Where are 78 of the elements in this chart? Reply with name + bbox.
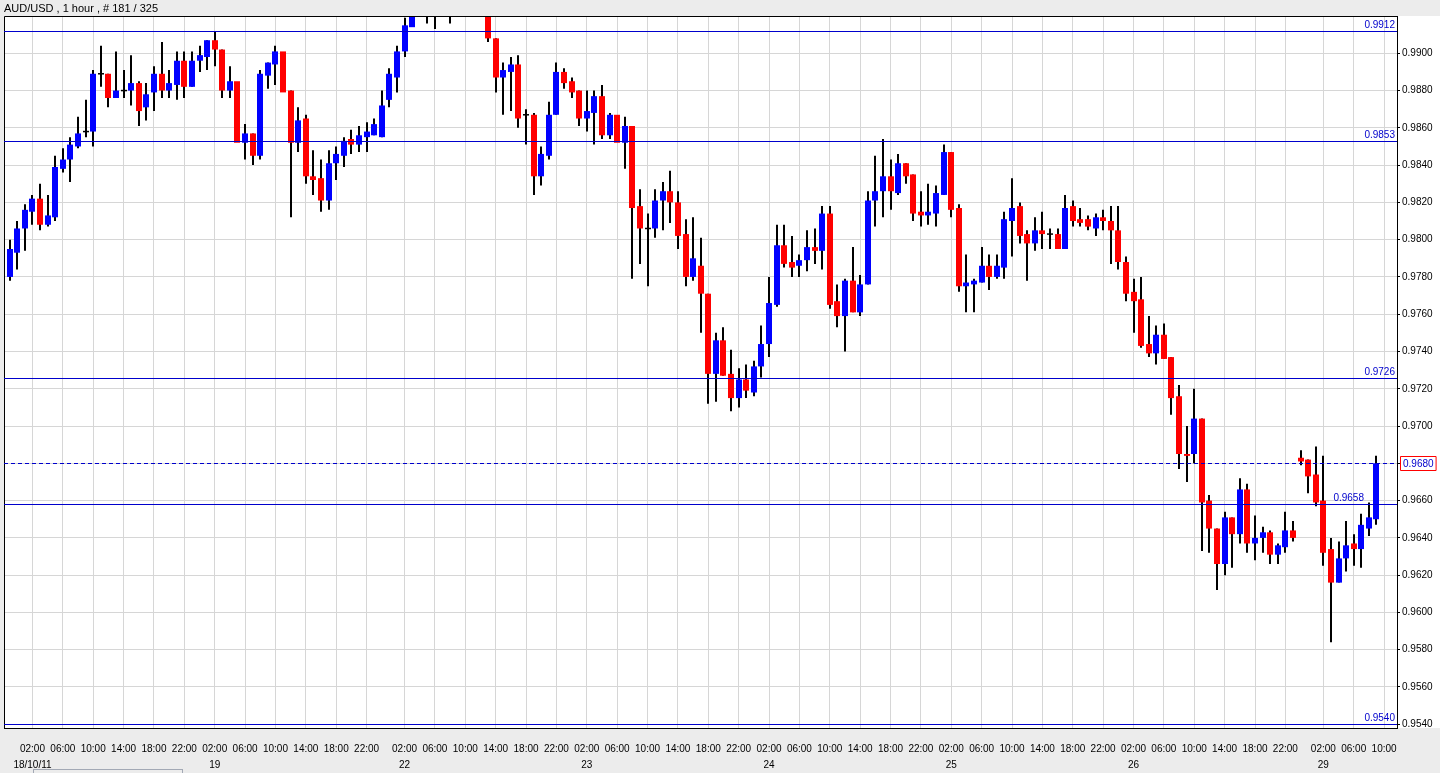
y-tick-label: 0.9900: [1402, 47, 1434, 59]
candlestick: [614, 114, 620, 143]
y-tick-label: 0.9840: [1402, 158, 1434, 170]
x-tick-label: 02:00 25: [938, 742, 965, 770]
x-tick-label: 02:00 29: [1310, 742, 1337, 770]
x-tick-label: 22:00: [354, 742, 380, 754]
x-tick-label: 22:00: [1090, 742, 1117, 754]
candlestick: [812, 228, 818, 264]
y-tick-label: 0.9560: [1402, 680, 1434, 692]
y-tick-label: 0.9860: [1402, 121, 1434, 133]
y-tick-label: 0.9760: [1402, 307, 1434, 319]
candlestick: [1047, 228, 1053, 249]
y-tick-label: 0.9600: [1402, 606, 1434, 618]
x-tick-label: 18:00: [513, 742, 539, 754]
x-tick-label: 18:00: [141, 742, 167, 754]
x-tick-label: 10:00: [262, 742, 289, 754]
x-tick-label: 22:00: [908, 742, 934, 754]
ref-line-label: 0.9726: [1364, 366, 1396, 378]
x-tick-label: 02:00 22: [392, 742, 418, 770]
x-tick-label: 06:00: [422, 742, 448, 754]
y-tick-label: 0.9640: [1402, 531, 1434, 543]
x-tick-label: 02:00 24: [756, 742, 782, 770]
x-tick-label: 06:00: [969, 742, 995, 754]
ref-line-label: 0.9540: [1364, 712, 1396, 724]
x-tick-label: 14:00: [847, 742, 874, 754]
ref-line-label: 0.9853: [1364, 129, 1396, 141]
x-tick-label: 22:00: [171, 742, 198, 754]
x-tick-label: 14:00: [483, 742, 509, 754]
x-tick-label: 02:00 23: [574, 742, 600, 770]
y-tick-label: 0.9700: [1402, 419, 1434, 431]
candlestick: [1184, 426, 1190, 482]
x-tick-label: 14:00: [1029, 742, 1056, 754]
candlestick: [280, 51, 286, 93]
x-tick-label: 06:00: [1151, 742, 1177, 754]
x-tick-label: 14:00: [1212, 742, 1238, 754]
ref-line-label: 0.9658: [1333, 492, 1365, 504]
x-tick-label: 22:00: [1272, 742, 1299, 754]
y-tick-label: 0.9620: [1402, 568, 1434, 580]
x-tick-label: 10:00: [80, 742, 107, 754]
x-tick-label: 10:00: [452, 742, 479, 754]
x-tick-label: 18:00: [323, 742, 350, 754]
x-tick-label: 06:00: [1341, 742, 1367, 754]
x-tick-label: 14:00: [293, 742, 319, 754]
y-tick-label: 0.9800: [1402, 233, 1434, 245]
x-tick-label: 10:00: [1181, 742, 1208, 754]
y-tick-label: 0.9780: [1402, 270, 1434, 282]
x-tick-label: 18:00: [695, 742, 722, 754]
y-tick-label: 0.9660: [1402, 494, 1434, 506]
candlestick: [523, 109, 529, 145]
x-tick-label: 06:00: [604, 742, 631, 754]
x-tick-label: 18:00: [1060, 742, 1086, 754]
ref-line-label: 0.9680: [1403, 457, 1435, 469]
candlestick: [234, 81, 240, 143]
ref-line-label: 0.9912: [1364, 19, 1396, 31]
x-tick-label: 22:00: [726, 742, 752, 754]
y-tick-label: 0.9720: [1402, 382, 1434, 394]
x-tick-label: 02:00 19: [202, 742, 228, 770]
x-tick-label: 18:00: [1242, 742, 1268, 754]
x-tick-label: 10:00: [1371, 742, 1398, 754]
x-tick-label: 22:00: [543, 742, 570, 754]
y-tick-label: 0.9880: [1402, 84, 1434, 96]
x-tick-label: 18:00: [878, 742, 904, 754]
chart-title: AUD/USD , 1 hour , # 181 / 325: [4, 1, 159, 14]
x-tick-label: 02:00 26: [1121, 742, 1147, 770]
candlestick: [98, 45, 104, 87]
y-tick-label: 0.9740: [1402, 345, 1434, 357]
x-tick-label: 10:00: [635, 742, 661, 754]
x-tick-label: 06:00: [50, 742, 76, 754]
x-tick-label: 10:00: [817, 742, 843, 754]
y-tick-label: 0.9540: [1402, 718, 1434, 730]
x-tick-label: 06:00: [232, 742, 259, 754]
x-tick-label: 14:00: [665, 742, 691, 754]
x-tick-label: 06:00: [786, 742, 813, 754]
y-tick-label: 0.9820: [1402, 196, 1434, 208]
x-tick-label: 10:00: [999, 742, 1025, 754]
candlestick: [310, 150, 316, 195]
x-tick-label: 14:00: [111, 742, 137, 754]
y-tick-label: 0.9580: [1402, 643, 1434, 655]
